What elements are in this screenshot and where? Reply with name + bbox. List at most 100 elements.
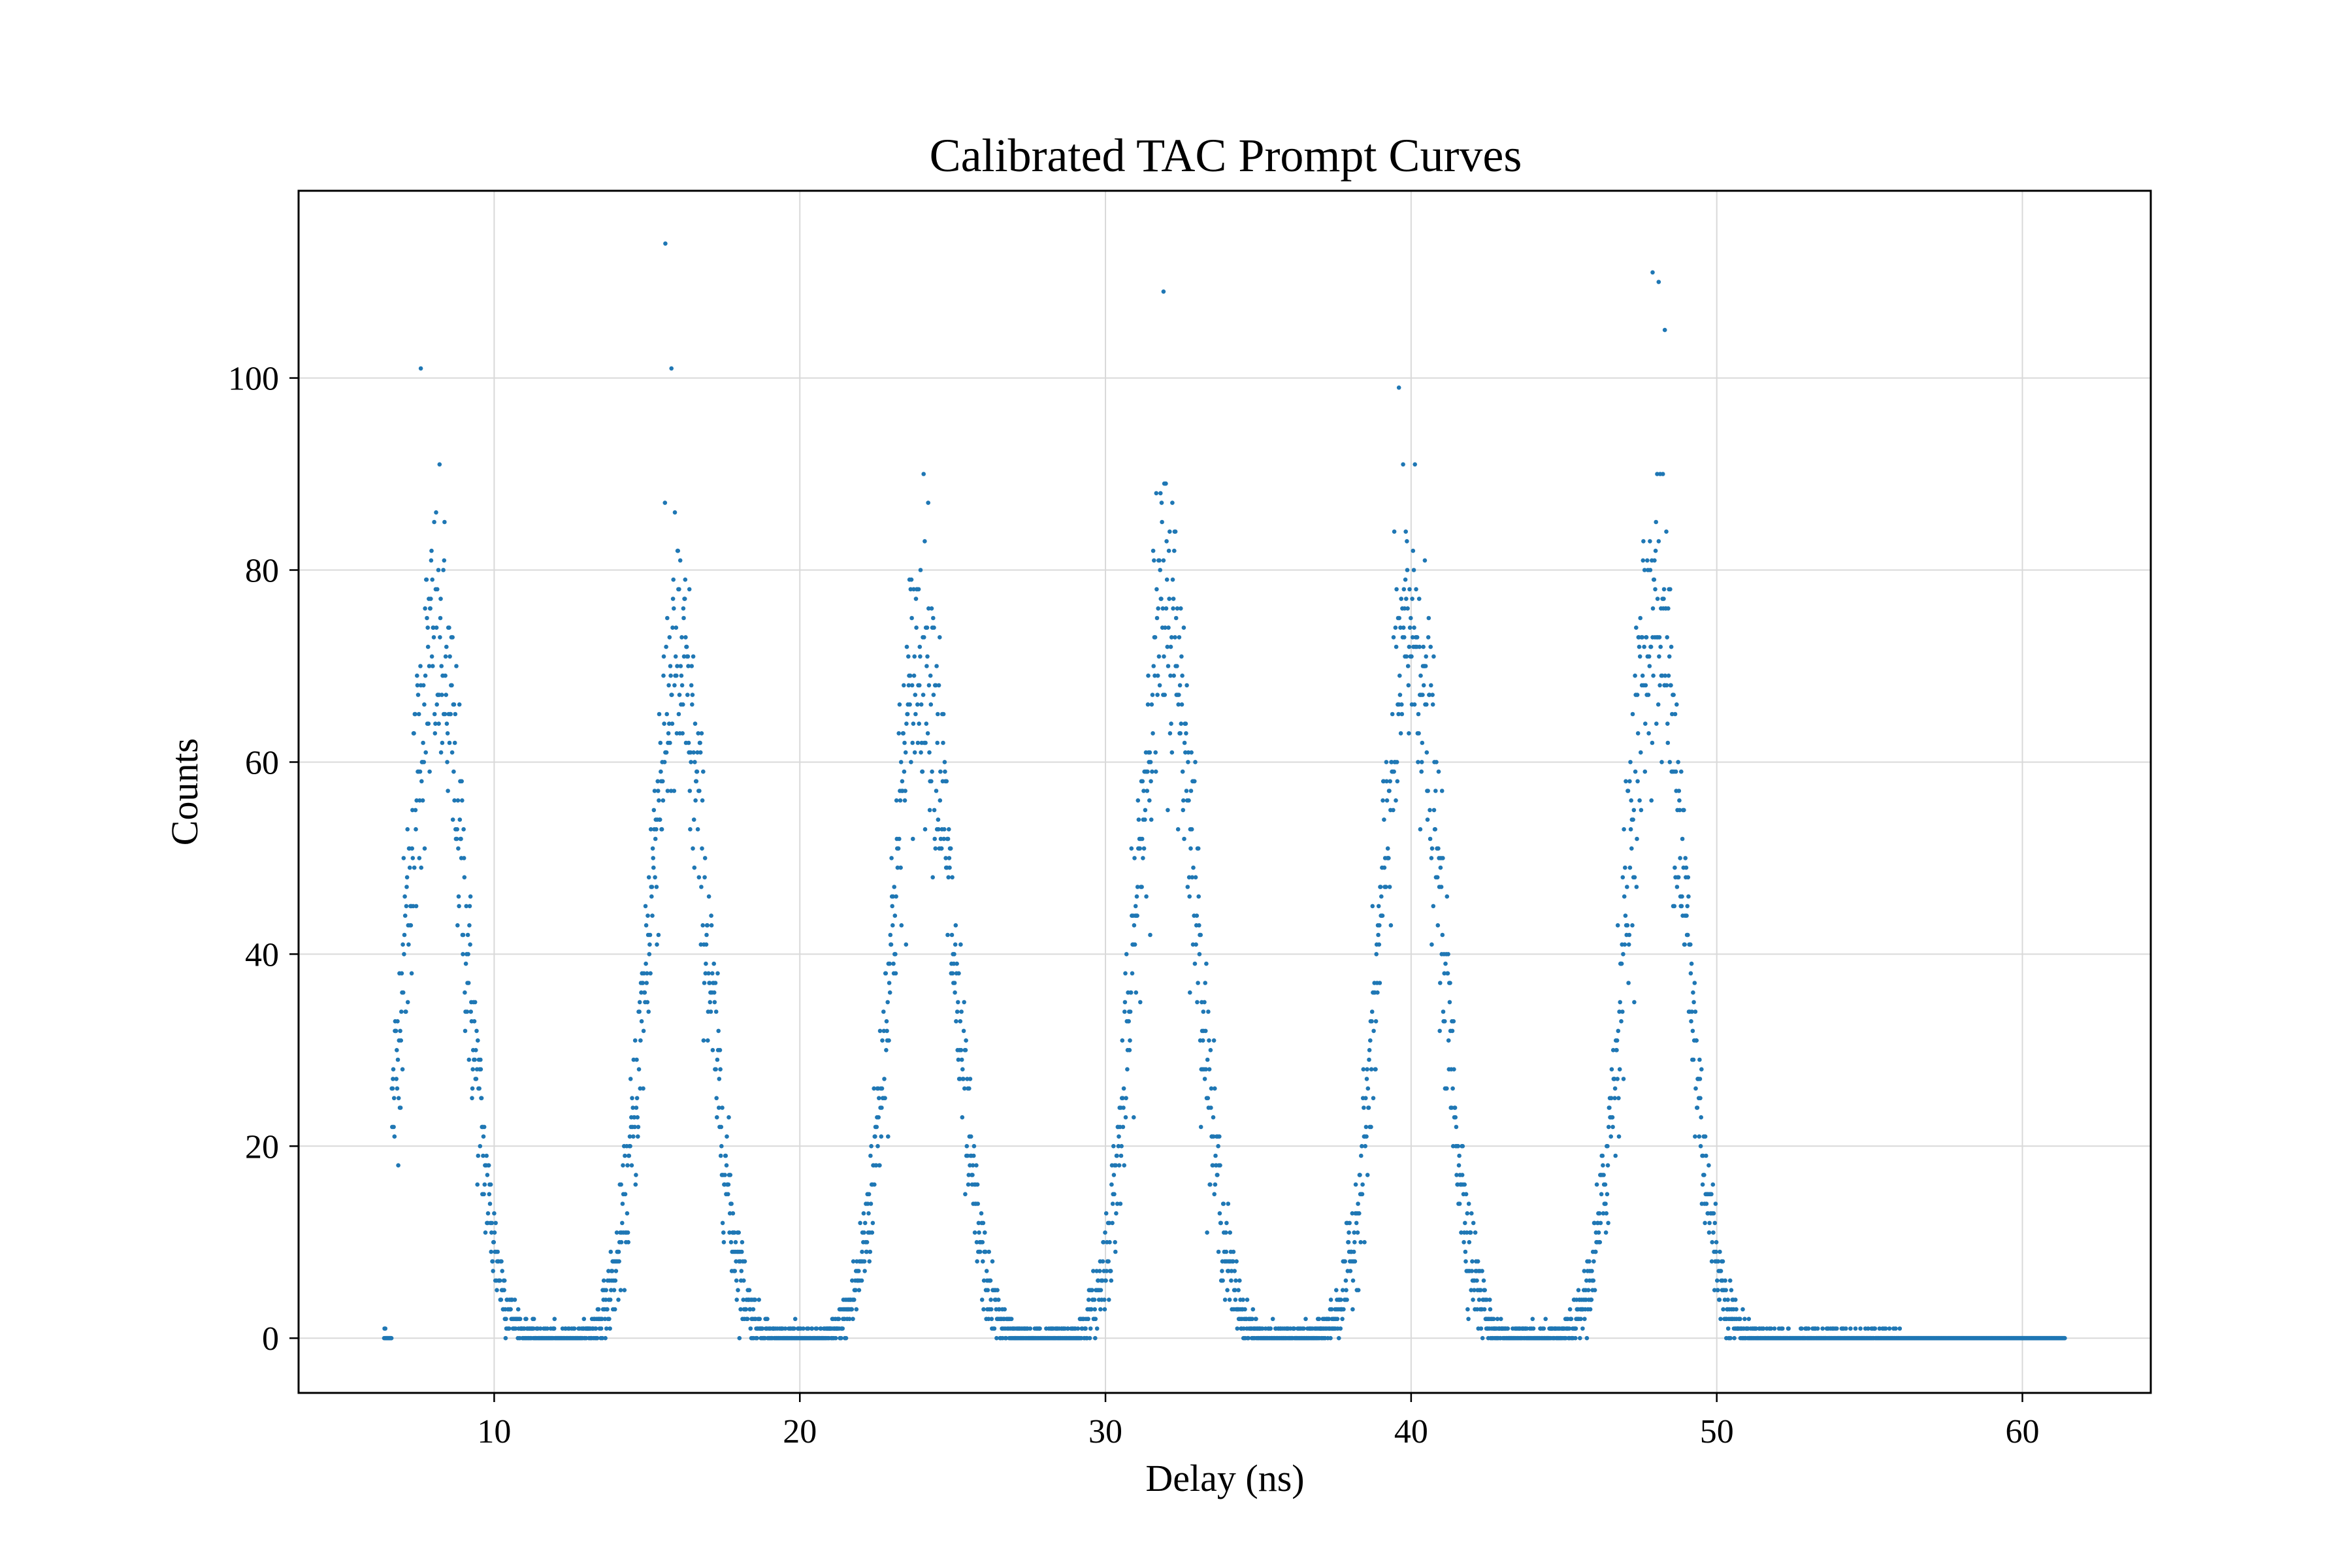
data-point xyxy=(916,587,921,592)
data-point xyxy=(1427,693,1432,697)
data-point xyxy=(1088,1326,1093,1331)
data-point xyxy=(702,856,708,860)
data-point xyxy=(411,904,416,909)
data-point xyxy=(1246,1335,1251,1341)
data-point xyxy=(892,913,898,918)
data-point xyxy=(1176,702,1181,707)
data-point xyxy=(600,1316,604,1322)
data-point xyxy=(1089,1307,1094,1312)
data-point xyxy=(1661,596,1666,601)
data-point xyxy=(1159,500,1164,505)
data-point xyxy=(947,865,952,870)
data-point xyxy=(1664,529,1669,534)
data-point xyxy=(1715,1278,1720,1283)
data-point xyxy=(1815,1326,1820,1331)
data-point xyxy=(1692,981,1697,985)
data-point xyxy=(1229,1278,1233,1283)
data-point xyxy=(915,702,920,707)
data-point xyxy=(1734,1307,1739,1312)
data-point xyxy=(917,683,922,688)
data-point xyxy=(1389,760,1394,764)
data-point xyxy=(686,740,691,745)
data-point xyxy=(1446,1038,1451,1043)
data-point xyxy=(1161,558,1166,563)
data-point xyxy=(921,472,926,476)
data-point xyxy=(1136,817,1141,822)
data-point xyxy=(636,1067,642,1071)
data-point xyxy=(437,462,442,467)
data-point xyxy=(1087,1335,1092,1341)
data-point xyxy=(1671,693,1676,697)
data-point xyxy=(1413,462,1417,467)
data-point xyxy=(806,1326,811,1331)
data-point xyxy=(932,836,937,841)
data-point xyxy=(926,683,932,688)
data-point xyxy=(1425,817,1430,822)
data-point xyxy=(1667,654,1672,659)
data-point xyxy=(960,1115,965,1120)
data-point xyxy=(1100,1278,1105,1283)
data-point xyxy=(981,1278,987,1283)
data-point xyxy=(1648,568,1653,572)
data-point xyxy=(1188,789,1194,793)
data-point xyxy=(956,971,961,976)
data-point xyxy=(1338,1326,1343,1331)
data-point xyxy=(672,683,677,688)
data-point xyxy=(695,750,700,755)
data-point xyxy=(990,1259,995,1264)
data-point xyxy=(1670,711,1674,717)
outlier-point xyxy=(1161,289,1166,294)
data-point xyxy=(902,740,907,745)
data-point xyxy=(412,731,416,736)
data-point xyxy=(898,865,903,870)
data-point xyxy=(1175,827,1181,832)
data-point xyxy=(1446,952,1450,956)
data-point xyxy=(893,952,898,956)
data-point xyxy=(630,1096,634,1101)
data-point xyxy=(814,1326,819,1331)
data-point xyxy=(1376,932,1380,938)
data-point xyxy=(691,750,696,755)
data-point xyxy=(1858,1326,1863,1331)
data-point xyxy=(1098,1288,1103,1292)
data-point xyxy=(1702,1173,1707,1177)
data-point xyxy=(851,1259,856,1264)
data-point xyxy=(658,740,663,745)
data-point xyxy=(1623,913,1628,918)
data-point xyxy=(1646,731,1651,736)
data-point xyxy=(1128,1038,1132,1043)
data-point xyxy=(715,1115,719,1120)
data-point xyxy=(1166,664,1171,668)
data-point xyxy=(868,1153,873,1158)
data-point xyxy=(918,654,923,659)
data-point xyxy=(1488,1307,1493,1312)
data-point xyxy=(1173,529,1178,534)
data-point xyxy=(1628,760,1633,764)
data-point xyxy=(1104,1269,1109,1273)
data-point xyxy=(1712,1288,1717,1292)
data-point xyxy=(912,750,917,755)
data-point xyxy=(936,711,940,717)
data-point xyxy=(1401,462,1405,467)
data-point xyxy=(1361,1067,1366,1071)
data-point xyxy=(1118,1124,1122,1130)
data-point xyxy=(1369,1067,1374,1071)
data-point xyxy=(1430,702,1435,707)
data-point xyxy=(901,731,906,736)
data-point xyxy=(680,731,685,736)
data-point xyxy=(1666,606,1671,611)
data-point xyxy=(474,1048,478,1053)
data-point xyxy=(1188,846,1193,851)
data-point xyxy=(952,952,956,956)
data-point xyxy=(1155,673,1160,678)
data-point xyxy=(681,702,685,707)
data-point xyxy=(1613,1153,1618,1158)
data-point xyxy=(736,1230,741,1235)
data-point xyxy=(1120,1124,1126,1130)
data-point xyxy=(623,1192,628,1197)
data-point xyxy=(1394,644,1399,649)
data-point xyxy=(472,1057,477,1062)
data-point xyxy=(1360,1182,1365,1187)
data-point xyxy=(1195,1000,1200,1005)
data-point xyxy=(454,664,459,668)
